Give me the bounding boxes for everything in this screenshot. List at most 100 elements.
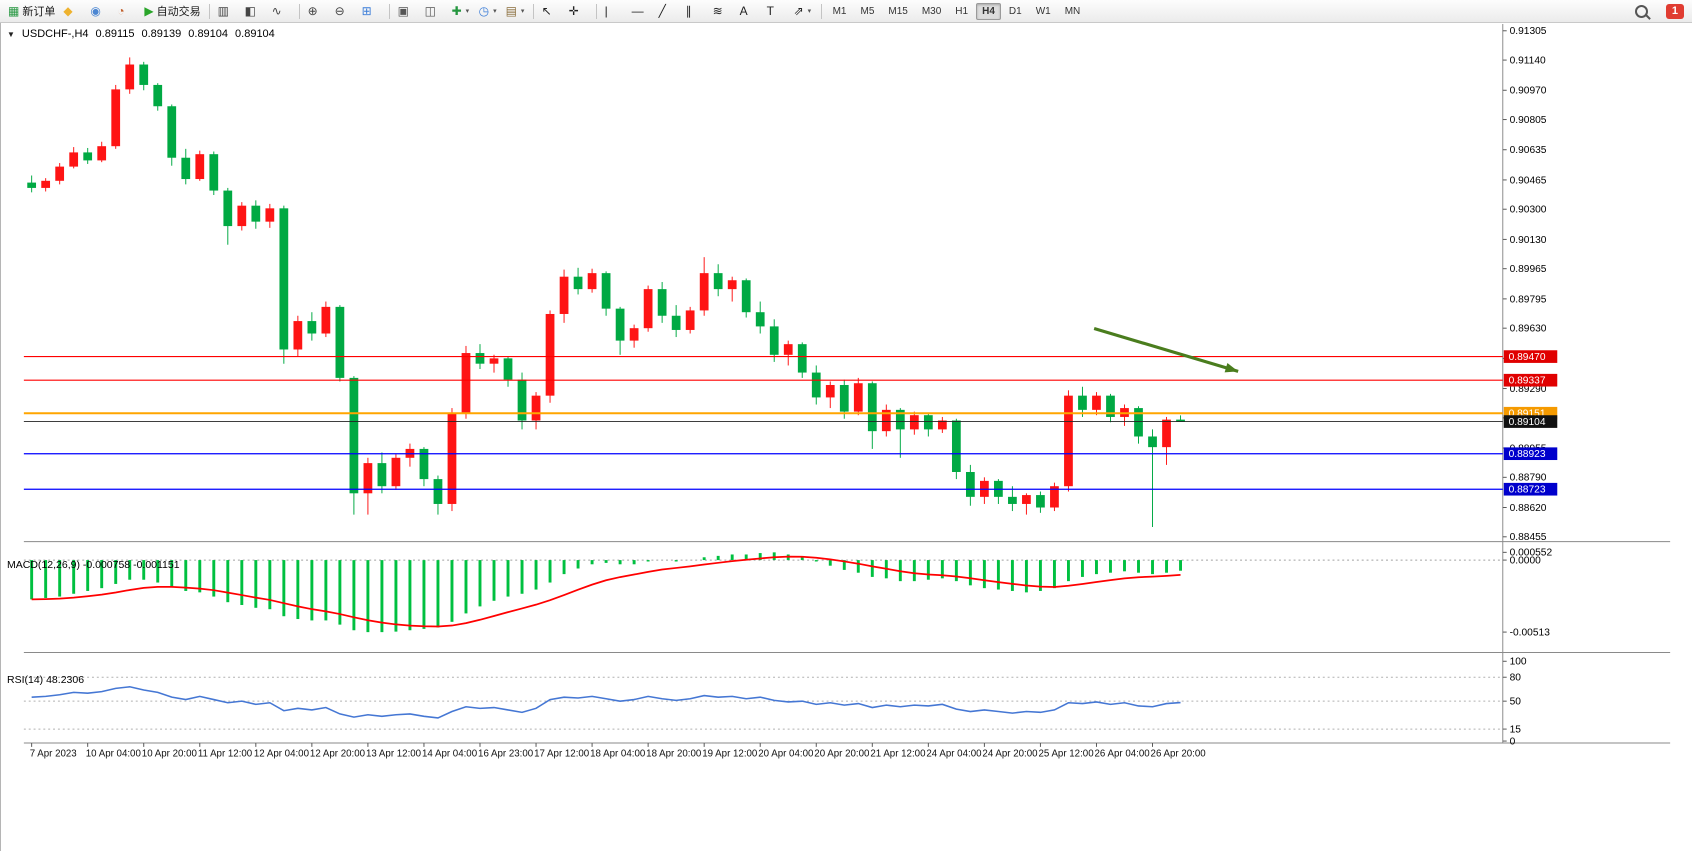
svg-text:0: 0 [1510, 736, 1516, 747]
arrows-tool-icon: ⇗ [793, 4, 804, 18]
chart-canvas[interactable]: 0.91305 0.91140 0.90970 0.90805 0.90635 0.904… [1, 23, 1692, 851]
timeframe-w1[interactable]: W1 [1035, 5, 1051, 17]
rsi-title: RSI(14) 48.2306 [7, 674, 85, 686]
svg-text:11 Apr 12:00: 11 Apr 12:00 [198, 749, 253, 760]
text-tool-button[interactable]: A [736, 1, 763, 22]
channel-tool-button[interactable]: ∥ [682, 1, 709, 22]
search-icon [1634, 4, 1648, 18]
toolbar-separator [208, 3, 210, 19]
chart-shift-button[interactable]: ◫ [421, 1, 448, 22]
autotrade-button[interactable]: ▶ 自动交易 [140, 1, 204, 22]
notification-badge[interactable]: 1 [1665, 3, 1684, 19]
svg-text:0.88790: 0.88790 [1510, 473, 1547, 484]
timeframe-m5[interactable]: M5 [860, 5, 875, 17]
rsi-panel: 100 80 50 150 [23, 657, 1527, 747]
zoom-out-icon: ⊖ [334, 4, 345, 18]
svg-text:17 Apr 12:00: 17 Apr 12:00 [534, 749, 590, 760]
svg-text:21 Apr 12:00: 21 Apr 12:00 [870, 749, 926, 760]
svg-text:0.90970: 0.90970 [1510, 86, 1547, 97]
channel-tool-icon: ∥ [685, 4, 692, 18]
svg-text:25 Apr 12:00: 25 Apr 12:00 [1038, 749, 1094, 760]
svg-text:0.88723: 0.88723 [1509, 485, 1546, 496]
macd-title: MACD(12,26,9) -0.000758 -0.001151 [7, 559, 180, 571]
zoom-in-button[interactable]: ⊕ [304, 1, 331, 22]
svg-text:24 Apr 04:00: 24 Apr 04:00 [926, 749, 982, 760]
svg-text:80: 80 [1510, 673, 1522, 684]
auto-scroll-button[interactable]: ▣ [394, 1, 421, 22]
svg-text:15: 15 [1510, 724, 1522, 735]
trendline-tool-icon: ╱ [658, 4, 666, 18]
bar-chart-mode-button[interactable]: ▥ [214, 1, 241, 22]
vertical-line-tool-button[interactable]: | [601, 1, 628, 22]
svg-text:7 Apr 2023: 7 Apr 2023 [30, 749, 77, 760]
new-order-icon: ▦ [8, 4, 20, 18]
svg-text:0.90805: 0.90805 [1510, 115, 1547, 126]
timeframe-m15[interactable]: M15 [888, 5, 908, 17]
new-order-button-label: 新订单 [22, 6, 56, 18]
zoom-out-button[interactable]: ⊖ [331, 1, 358, 22]
market-button[interactable]: ◔ [113, 1, 140, 22]
price-axis[interactable]: 0.91305 0.91140 0.90970 0.90805 0.90635 0.904… [1502, 26, 1558, 543]
toolbar-items: ▦ 新订单 ◆ ◉ ◔ ▶ 自动交易 ▥ ◧ ∿ ⊕ ⊖ ⊞ ▣ ◫ ✚ ▾ ◷ ▾ ▤ ▾ ↖ ✛ | — ╱ ∥ ≋ A T ⇗ ▾ [4, 1, 826, 22]
indicators-button[interactable]: ✚ ▾ [448, 1, 475, 22]
market-icon: ◔ [117, 4, 125, 18]
search-button[interactable] [1631, 1, 1658, 22]
svg-text:0.89104: 0.89104 [1509, 417, 1546, 428]
line-chart-mode-button[interactable]: ∿ [268, 1, 295, 22]
autotrade-icon: ▶ [144, 4, 154, 18]
trend-arrow-annotation[interactable] [1093, 327, 1239, 373]
autotrade-button-label: 自动交易 [156, 6, 201, 18]
candlestick-series [27, 57, 1185, 528]
svg-text:0.89470: 0.89470 [1509, 352, 1546, 363]
collapse-icon[interactable]: ▼ [7, 29, 15, 39]
mql-editor-button[interactable]: ◆ [59, 1, 86, 22]
templates-icon: ▤ [505, 4, 517, 18]
tile-windows-button[interactable]: ⊞ [358, 1, 385, 22]
horizontal-line-tool-icon: — [631, 4, 644, 18]
toolbar-separator [388, 3, 390, 19]
candlestick-mode-button[interactable]: ◧ [241, 1, 268, 22]
svg-text:100: 100 [1510, 657, 1527, 668]
timeframe-d1[interactable]: D1 [1008, 5, 1022, 17]
svg-text:26 Apr 20:00: 26 Apr 20:00 [1151, 749, 1207, 760]
periods-button[interactable]: ◷ ▾ [475, 1, 502, 22]
fibonacci-tool-button[interactable]: ≋ [709, 1, 736, 22]
svg-text:18 Apr 20:00: 18 Apr 20:00 [646, 749, 702, 760]
horizontal-level-lines[interactable] [23, 356, 1503, 490]
community-button[interactable]: ◉ [86, 1, 113, 22]
text-label-tool-icon: T [766, 4, 774, 18]
text-tool-icon: A [739, 4, 748, 18]
crosshair-tool-button[interactable]: ✛ [565, 1, 592, 22]
svg-text:13 Apr 12:00: 13 Apr 12:00 [366, 749, 422, 760]
arrows-tool-caret-icon: ▾ [807, 8, 812, 15]
trendline-tool-button[interactable]: ╱ [655, 1, 682, 22]
svg-text:0.88923: 0.88923 [1509, 449, 1546, 460]
arrows-tool-button[interactable]: ⇗ ▾ [790, 1, 817, 22]
svg-text:0.91305: 0.91305 [1510, 26, 1547, 37]
svg-text:0.91140: 0.91140 [1510, 55, 1546, 66]
cursor-tool-button[interactable]: ↖ [538, 1, 565, 22]
tile-windows-icon: ⊞ [361, 4, 372, 18]
vertical-line-tool-icon: | [604, 4, 608, 18]
svg-text:0.88620: 0.88620 [1510, 503, 1547, 514]
timeframe-mn[interactable]: MN [1064, 5, 1081, 17]
quote-high: 0.89139 [141, 28, 182, 40]
svg-text:0.89965: 0.89965 [1510, 264, 1547, 275]
timeframe-h1[interactable]: H1 [955, 5, 969, 17]
quote-low: 0.89104 [188, 28, 229, 40]
svg-text:10 Apr 20:00: 10 Apr 20:00 [142, 749, 198, 760]
svg-text:20 Apr 04:00: 20 Apr 04:00 [758, 749, 814, 760]
new-order-button[interactable]: ▦ 新订单 [4, 1, 59, 22]
svg-text:24 Apr 20:00: 24 Apr 20:00 [982, 749, 1038, 760]
timeframe-h4[interactable]: H4 [976, 2, 1001, 20]
line-chart-mode-icon: ∿ [271, 4, 282, 18]
cursor-tool-icon: ↖ [541, 4, 552, 18]
text-label-tool-button[interactable]: T [763, 1, 790, 22]
horizontal-line-tool-button[interactable]: — [628, 1, 655, 22]
time-axis[interactable]: 7 Apr 2023 10 Apr 04:00 10 Apr 20:00 11 Apr… [30, 743, 1207, 760]
toolbar-separator [532, 3, 534, 19]
timeframe-m1[interactable]: M1 [832, 5, 847, 17]
timeframe-m30[interactable]: M30 [921, 5, 942, 17]
templates-button[interactable]: ▤ ▾ [502, 1, 529, 22]
